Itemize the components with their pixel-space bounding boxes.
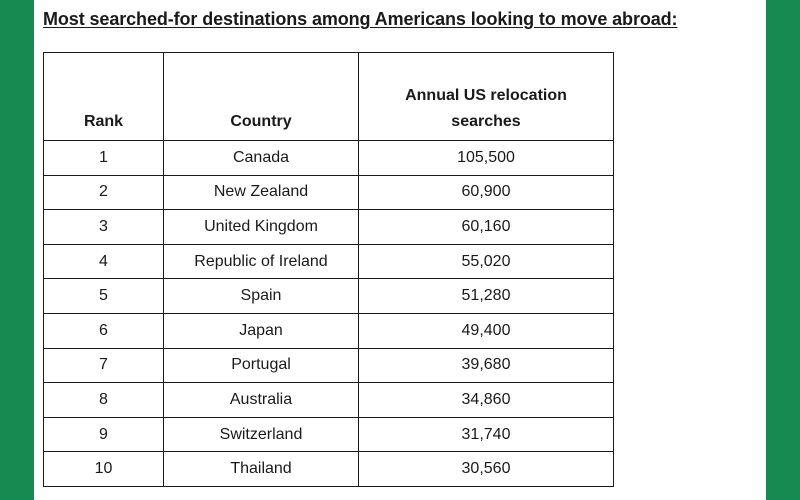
country-column-header: Country	[163, 52, 359, 141]
searches-cell: 49,400	[358, 312, 614, 349]
rank-cell: 5	[43, 278, 164, 314]
table-row: 1 Canada 105,500	[43, 140, 614, 176]
country-cell: Thailand	[163, 451, 359, 487]
table-row: 5 Spain 51,280	[43, 278, 614, 314]
searches-cell: 55,020	[358, 243, 614, 280]
destinations-table: Rank Country Annual US relocation search…	[43, 52, 614, 487]
table-row: 4 Republic of Ireland 55,020	[43, 243, 614, 280]
country-cell: Australia	[163, 382, 359, 418]
page-title: Most searched-for destinations among Ame…	[43, 9, 678, 29]
table-body: 1 Canada 105,500 2 New Zealand 60,900 3 …	[43, 140, 614, 487]
document-page: Most searched-for destinations among Ame…	[34, 0, 766, 500]
searches-cell: 60,900	[358, 174, 614, 211]
rank-cell: 2	[43, 174, 164, 211]
searches-cell: 51,280	[358, 278, 614, 314]
rank-column-header: Rank	[43, 52, 164, 141]
table-header-row: Rank Country Annual US relocation search…	[43, 52, 614, 141]
searches-column-header-label: Annual US relocation searches	[405, 87, 567, 130]
searches-cell: 60,160	[358, 209, 614, 245]
table-row: 7 Portugal 39,680	[43, 347, 614, 384]
searches-cell: 30,560	[358, 451, 614, 487]
rank-cell: 7	[43, 347, 164, 384]
table-row: 9 Switzerland 31,740	[43, 416, 614, 453]
searches-cell: 31,740	[358, 416, 614, 453]
table-row: 8 Australia 34,860	[43, 382, 614, 418]
table-row: 6 Japan 49,400	[43, 312, 614, 349]
country-cell: Switzerland	[163, 416, 359, 453]
rank-cell: 8	[43, 382, 164, 418]
rank-cell: 3	[43, 209, 164, 245]
country-cell: Canada	[163, 140, 359, 176]
country-cell: Spain	[163, 278, 359, 314]
rank-cell: 9	[43, 416, 164, 453]
rank-cell: 4	[43, 243, 164, 280]
country-cell: Portugal	[163, 347, 359, 384]
searches-cell: 105,500	[358, 140, 614, 176]
country-cell: Japan	[163, 312, 359, 349]
rank-cell: 1	[43, 140, 164, 176]
rank-cell: 10	[43, 451, 164, 487]
country-cell: New Zealand	[163, 174, 359, 211]
searches-cell: 39,680	[358, 347, 614, 384]
table-header: Rank Country Annual US relocation search…	[43, 52, 614, 141]
country-cell: United Kingdom	[163, 209, 359, 245]
searches-cell: 34,860	[358, 382, 614, 418]
table-row: 2 New Zealand 60,900	[43, 174, 614, 211]
searches-column-header: Annual US relocation searches	[358, 52, 614, 141]
table-row: 10 Thailand 30,560	[43, 451, 614, 487]
rank-cell: 6	[43, 312, 164, 349]
table-row: 3 United Kingdom 60,160	[43, 209, 614, 245]
country-cell: Republic of Ireland	[163, 243, 359, 280]
